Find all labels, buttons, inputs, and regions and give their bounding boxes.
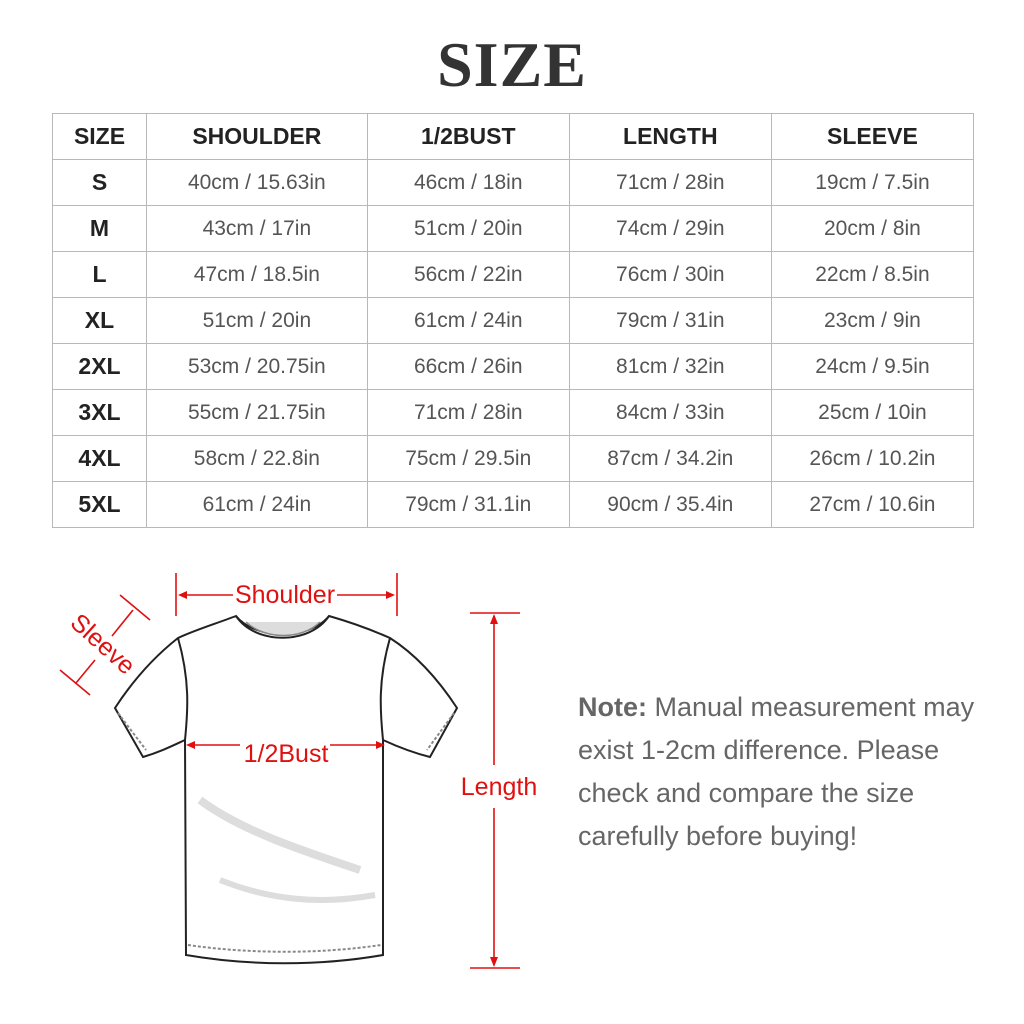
measurement-cell: 20cm / 8in: [770, 205, 975, 252]
note-text: Manual measurement may exist 1-2cm diffe…: [578, 692, 975, 851]
measurement-cell: 87cm / 34.2in: [568, 435, 772, 482]
measurement-cell: 46cm / 18in: [366, 159, 570, 206]
shoulder-label: Shoulder: [235, 581, 335, 609]
tshirt-illustration: [113, 614, 459, 965]
measurement-cell: 23cm / 9in: [770, 297, 975, 344]
size-table: SIZE SHOULDER 1/2BUST LENGTH SLEEVE S 40cm / …: [52, 113, 975, 528]
measurement-cell: 79cm / 31in: [568, 297, 772, 344]
bust-label: 1/2Bust: [244, 740, 329, 768]
measurement-cell: 43cm / 17in: [146, 205, 368, 252]
column-header: LENGTH: [568, 113, 772, 160]
measurement-cell: 61cm / 24in: [146, 481, 368, 528]
measurement-cell: 58cm / 22.8in: [146, 435, 368, 482]
measurement-cell: 79cm / 31.1in: [366, 481, 570, 528]
measurement-cell: 56cm / 22in: [366, 251, 570, 298]
measurement-cell: 47cm / 18.5in: [146, 251, 368, 298]
measurement-cell: 27cm / 10.6in: [770, 481, 975, 528]
table-row: 4XL 58cm / 22.8in 75cm / 29.5in 87cm / 34.2…: [52, 435, 975, 482]
measurement-cell: 81cm / 32in: [568, 343, 772, 390]
measurement-cell: 74cm / 29in: [568, 205, 772, 252]
table-row: 2XL 53cm / 20.75in 66cm / 26in 81cm / 32in 2…: [52, 343, 975, 390]
measurement-cell: 71cm / 28in: [568, 159, 772, 206]
note-label: Note:: [578, 692, 647, 722]
measurement-cell: 90cm / 35.4in: [568, 481, 772, 528]
measurement-cell: 66cm / 26in: [366, 343, 570, 390]
measurement-cell: 19cm / 7.5in: [770, 159, 975, 206]
column-header: SIZE: [52, 113, 147, 160]
measurement-cell: 40cm / 15.63in: [146, 159, 368, 206]
measurement-cell: 84cm / 33in: [568, 389, 772, 436]
size-cell: S: [52, 159, 147, 206]
measurement-cell: 71cm / 28in: [366, 389, 570, 436]
measurement-note: Note: Manual measurement may exist 1-2cm…: [578, 686, 998, 858]
size-cell: 3XL: [52, 389, 147, 436]
table-row: 5XL 61cm / 24in 79cm / 31.1in 90cm / 35.4in…: [52, 481, 975, 528]
size-cell: 5XL: [52, 481, 147, 528]
measurement-annotations: [59, 573, 520, 969]
page-title: SIZE: [437, 29, 587, 100]
measurement-cell: 24cm / 9.5in: [770, 343, 975, 390]
measurement-cell: 25cm / 10in: [770, 389, 975, 436]
size-cell: M: [52, 205, 147, 252]
size-cell: XL: [52, 297, 147, 344]
table-row: L 47cm / 18.5in 56cm / 22in 76cm / 30in 22cm…: [52, 251, 975, 298]
table-row: S 40cm / 15.63in 46cm / 18in 71cm / 28in 19c…: [52, 159, 975, 206]
column-header: 1/2BUST: [366, 113, 570, 160]
measurement-cell: 51cm / 20in: [366, 205, 570, 252]
measurement-cell: 55cm / 21.75in: [146, 389, 368, 436]
measurement-cell: 75cm / 29.5in: [366, 435, 570, 482]
table-header-row: SIZE SHOULDER 1/2BUST LENGTH SLEEVE: [52, 113, 975, 160]
column-header: SLEEVE: [770, 113, 975, 160]
table-row: M 43cm / 17in 51cm / 20in 74cm / 29in 20cm /…: [52, 205, 975, 252]
size-cell: 2XL: [52, 343, 147, 390]
length-label: Length: [461, 773, 537, 801]
measurement-cell: 22cm / 8.5in: [770, 251, 975, 298]
sleeve-label: Sleeve: [65, 608, 141, 680]
measurement-cell: 76cm / 30in: [568, 251, 772, 298]
table-row: 3XL 55cm / 21.75in 71cm / 28in 84cm / 33in 2…: [52, 389, 975, 436]
